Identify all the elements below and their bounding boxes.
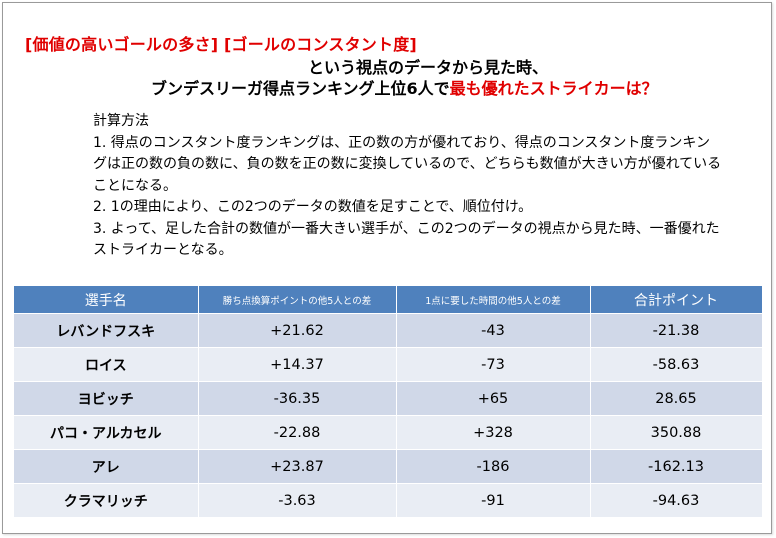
table-row: レバンドフスキ +21.62 -43 -21.38 — [14, 313, 763, 348]
time-diff: +328 — [396, 415, 591, 450]
points-diff: -3.63 — [198, 483, 397, 517]
table-row: パコ・アルカセル -22.88 +328 350.88 — [14, 415, 763, 450]
total-points: -21.38 — [590, 313, 763, 348]
method-heading: 計算方法 — [93, 113, 149, 129]
method-step-2: 2. 1の理由により、この2つのデータの数値を足すことで、順位付け。 — [93, 199, 533, 215]
title-line-3-highlight: 最も優れたストライカーは？ — [449, 79, 658, 98]
header-points-diff: 勝ち点換算ポイントの他5人との差 — [198, 286, 397, 314]
points-diff: +23.87 — [198, 449, 397, 484]
player-name: レバンドフスキ — [14, 313, 199, 348]
player-name: アレ — [14, 449, 199, 484]
points-diff: -22.88 — [198, 415, 397, 450]
title-line-1: [価値の高いゴールの多さ] [ゴールのコンスタント度] — [25, 35, 417, 54]
player-name: ロイス — [14, 347, 199, 382]
header-player-name: 選手名 — [14, 286, 199, 314]
title-line-2: という視点のデータから見た時、 — [307, 58, 548, 77]
title-line-3: ブンデスリーガ得点ランキング上位6人で最も優れたストライカーは？ — [151, 75, 658, 99]
table-row: アレ +23.87 -186 -162.13 — [14, 449, 763, 484]
time-diff: -186 — [396, 449, 591, 484]
table-row: ヨビッチ -36.35 +65 28.65 — [14, 381, 763, 416]
player-name: パコ・アルカセル — [14, 415, 199, 450]
title-line-3-main: ブンデスリーガ得点ランキング上位6人で — [151, 79, 450, 98]
calculation-method: 計算方法 1. 得点のコンスタント度ランキングは、正の数の方が優れており、得点の… — [93, 111, 723, 262]
player-name: クラマリッチ — [14, 483, 199, 517]
total-points: -58.63 — [590, 347, 763, 382]
header-total-points: 合計ポイント — [590, 286, 763, 314]
time-diff: -73 — [396, 347, 591, 382]
time-diff: +65 — [396, 381, 591, 416]
total-points: 350.88 — [590, 415, 763, 450]
table-row: ロイス +14.37 -73 -58.63 — [14, 347, 763, 382]
points-diff: +21.62 — [198, 313, 397, 348]
table-row: クラマリッチ -3.63 -91 -94.63 — [14, 483, 763, 517]
table-header-row: 選手名 勝ち点換算ポイントの他5人との差 1点に要した時間の他5人との差 合計ポ… — [14, 286, 763, 314]
method-step-1: 1. 得点のコンスタント度ランキングは、正の数の方が優れており、得点のコンスタン… — [93, 134, 722, 194]
striker-ranking-table: 選手名 勝ち点換算ポイントの他5人との差 1点に要した時間の他5人との差 合計ポ… — [14, 286, 763, 517]
player-name: ヨビッチ — [14, 381, 199, 416]
total-points: -162.13 — [590, 449, 763, 484]
total-points: -94.63 — [590, 483, 763, 517]
time-diff: -91 — [396, 483, 591, 517]
time-diff: -43 — [396, 313, 591, 348]
points-diff: -36.35 — [198, 381, 397, 416]
total-points: 28.65 — [590, 381, 763, 416]
header-time-diff: 1点に要した時間の他5人との差 — [396, 286, 591, 314]
points-diff: +14.37 — [198, 347, 397, 382]
method-step-3: 3. よって、足した合計の数値が一番大きい選手が、この2つのデータの視点から見た… — [93, 220, 720, 259]
